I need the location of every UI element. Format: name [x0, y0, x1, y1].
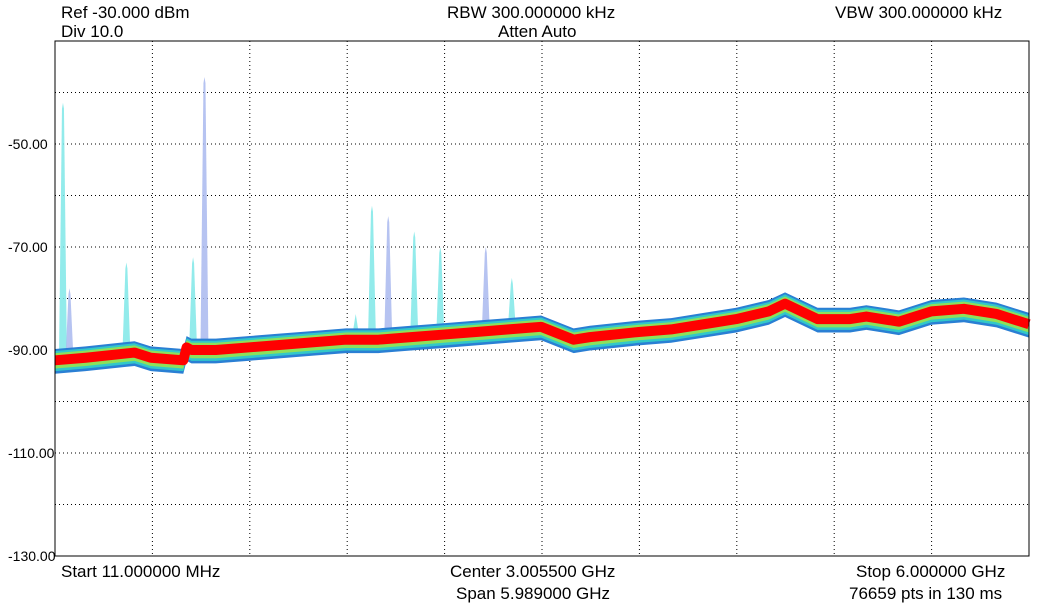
spur-peak: [410, 231, 419, 337]
spur-traces: [58, 77, 516, 360]
scale-division-label: Div 10.0: [61, 22, 124, 41]
main-trace: [54, 298, 1031, 366]
spur-peak: [481, 247, 490, 332]
spur-peak: [507, 277, 516, 330]
spur-peak: [200, 77, 209, 351]
y-tick-label: -50.00: [8, 136, 48, 152]
plot-frame: [54, 40, 1030, 557]
start-frequency-label: Start 11.000000 MHz: [61, 562, 221, 581]
span-label: Span 5.989000 GHz: [456, 584, 611, 603]
y-tick-label: -130.00: [8, 548, 56, 564]
reference-level-label: Ref -30.000 dBm: [61, 3, 190, 22]
sweep-points-label: 76659 pts in 130 ms: [849, 584, 1003, 603]
stop-frequency-label: Stop 6.000000 GHz: [856, 562, 1006, 581]
y-tick-label: -70.00: [8, 239, 48, 255]
spur-peak: [189, 257, 198, 350]
vbw-label: VBW 300.000000 kHz: [835, 3, 1003, 22]
spur-peak: [58, 102, 67, 360]
spur-peak: [65, 288, 74, 360]
main-trace-group: [54, 298, 1031, 366]
y-tick-label: -110.00: [8, 445, 55, 461]
spur-peak: [122, 262, 131, 354]
spur-peak: [436, 247, 445, 335]
y-tick-label: -90.00: [8, 342, 48, 358]
rbw-label: RBW 300.000000 kHz: [447, 3, 616, 22]
attenuation-label: Atten Auto: [498, 22, 577, 41]
spur-peak: [384, 216, 393, 339]
spur-peak: [367, 205, 376, 340]
center-frequency-label: Center 3.005500 GHz: [450, 562, 616, 581]
y-axis-ticks: -50.00 -70.00 -90.00 -110.00 -130.00: [8, 136, 56, 564]
